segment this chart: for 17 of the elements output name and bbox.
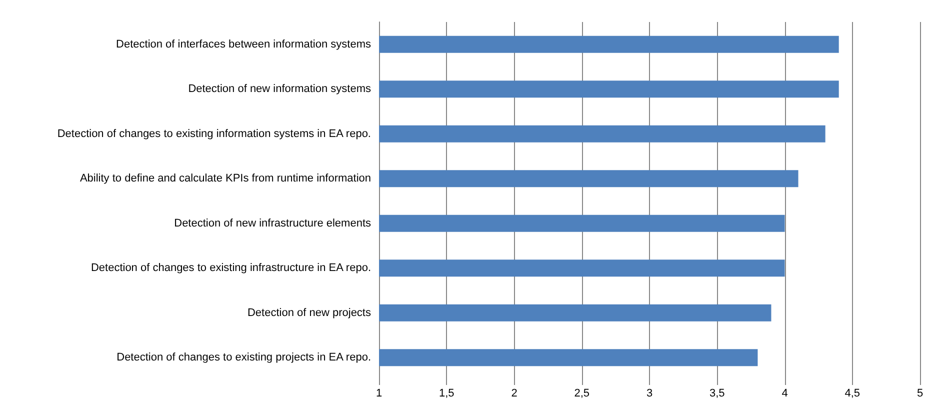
x-tick-label: 4 [782,388,788,400]
y-tick-label: Detection of interfaces between information systems [116,38,372,50]
y-tick-label: Detection of new information systems [188,83,372,96]
y-tick-label: Detection of changes to existing infrastructure in EA repo. [90,262,371,274]
x-tick-label: 3,5 [709,388,725,400]
y-tick-label: Detection of new projects [247,306,372,319]
y-tick-label: Detection of new infrastructure elements [174,217,372,230]
y-tick-label: Ability to define and calculate KPIs from runtime information [80,172,371,185]
x-tick-label: 4,5 [844,388,860,400]
x-tick-label: 2,5 [574,388,590,400]
y-tick-label: Detection of changes to existing projects in EA repo. [116,352,371,364]
x-tick-label: 1,5 [438,388,454,400]
x-tick-label: 1 [376,388,382,400]
x-tick-label: 3 [646,388,653,400]
x-tick-label: 2 [511,388,518,400]
y-tick-label: Detection of changes to existing information systems in EA repo. [57,128,371,140]
x-tick-label: 5 [916,388,924,400]
